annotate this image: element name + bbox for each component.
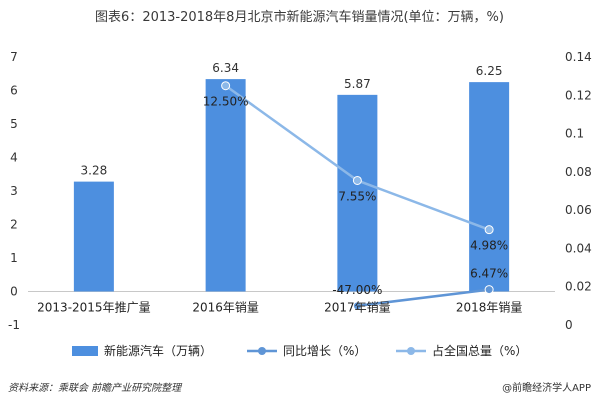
left-tick-label: 4 xyxy=(10,151,18,165)
left-tick-label: 3 xyxy=(10,184,18,198)
right-axis: 0 0.02 0.04 0.06 0.08 0.1 0.12 0.14 xyxy=(565,50,592,332)
line-value-label: -47.00% xyxy=(332,283,382,297)
left-tick-label: -1 xyxy=(8,318,20,332)
legend: 新能源汽车（万辆） 同比增长（%） 占全国总量（%） xyxy=(72,343,527,358)
legend-label: 占全国总量（%） xyxy=(432,343,527,358)
left-tick-label: 1 xyxy=(10,251,18,265)
left-axis: -1 0 1 2 3 4 5 6 7 xyxy=(8,50,20,332)
series-point xyxy=(352,175,362,185)
line-value-label: 12.50% xyxy=(203,95,249,109)
series-point xyxy=(484,225,494,235)
x-category-label: 2018年销量 xyxy=(456,301,523,315)
bar xyxy=(73,181,114,292)
line-value-labels: -47.00% 6.47% 12.50% 7.55% 4.98% xyxy=(203,95,508,297)
x-category-label: 2017年销量 xyxy=(324,301,391,315)
bar xyxy=(337,94,378,292)
bar-value-label: 3.28 xyxy=(81,164,108,178)
bar-value-labels: 3.28 6.34 5.87 6.25 xyxy=(81,61,503,178)
line-value-label: 7.55% xyxy=(338,189,376,203)
left-tick-label: 7 xyxy=(10,50,18,64)
legend-label: 同比增长（%） xyxy=(283,344,366,358)
left-tick-label: 0 xyxy=(10,285,18,299)
x-category-label: 2016年销量 xyxy=(192,301,259,315)
legend-label: 新能源汽车（万辆） xyxy=(104,343,212,358)
x-category-label: 2013-2015年推广量 xyxy=(37,301,150,315)
left-tick-label: 6 xyxy=(10,84,18,98)
right-tick-label: 0.12 xyxy=(565,88,592,102)
line-value-label: 6.47% xyxy=(470,267,508,281)
legend-swatch-marker xyxy=(258,347,266,355)
right-tick-label: 0.14 xyxy=(565,50,592,64)
series-point xyxy=(352,301,362,311)
series-line xyxy=(357,288,490,308)
x-axis-categories: 2013-2015年推广量 2016年销量 2017年销量 2018年销量 xyxy=(37,301,522,315)
bar xyxy=(469,82,510,292)
bar-value-label: 5.87 xyxy=(344,77,371,91)
bar-value-label: 6.34 xyxy=(212,61,239,75)
right-tick-label: 0.02 xyxy=(565,280,592,294)
series-point xyxy=(484,285,494,295)
left-tick-label: 5 xyxy=(10,117,18,131)
right-tick-label: 0.04 xyxy=(565,241,592,255)
left-tick-label: 2 xyxy=(10,218,18,232)
right-tick-label: 0 xyxy=(565,318,573,332)
brand-credit: @前瞻经济学人APP xyxy=(502,383,591,394)
source-note: 资料来源：乘联会 前瞻产业研究院整理 xyxy=(8,383,182,394)
legend-swatch-bar xyxy=(72,346,98,356)
line-series xyxy=(221,81,494,311)
bar xyxy=(205,79,246,292)
series-point xyxy=(221,81,231,91)
chart-title: 图表6：2013-2018年8月北京市新能源汽车销量情况(单位：万辆，%) xyxy=(95,10,504,25)
line-value-label: 4.98% xyxy=(470,239,508,253)
legend-swatch-marker xyxy=(407,347,415,355)
right-tick-label: 0.06 xyxy=(565,203,592,217)
bar-value-label: 6.25 xyxy=(476,64,503,78)
right-tick-label: 0.1 xyxy=(565,127,584,141)
right-tick-label: 0.08 xyxy=(565,165,592,179)
bar-series xyxy=(73,79,510,292)
